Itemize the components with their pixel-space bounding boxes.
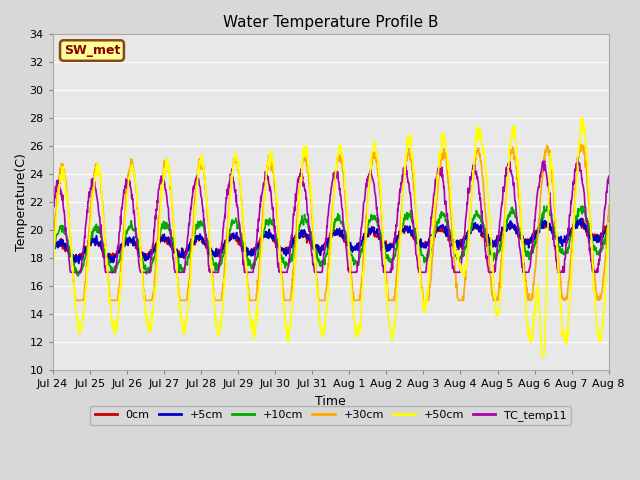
- Y-axis label: Temperature(C): Temperature(C): [15, 153, 28, 251]
- Title: Water Temperature Profile B: Water Temperature Profile B: [223, 15, 438, 30]
- X-axis label: Time: Time: [316, 395, 346, 408]
- Text: SW_met: SW_met: [64, 44, 120, 57]
- Legend: 0cm, +5cm, +10cm, +30cm, +50cm, TC_temp11: 0cm, +5cm, +10cm, +30cm, +50cm, TC_temp1…: [90, 406, 572, 425]
